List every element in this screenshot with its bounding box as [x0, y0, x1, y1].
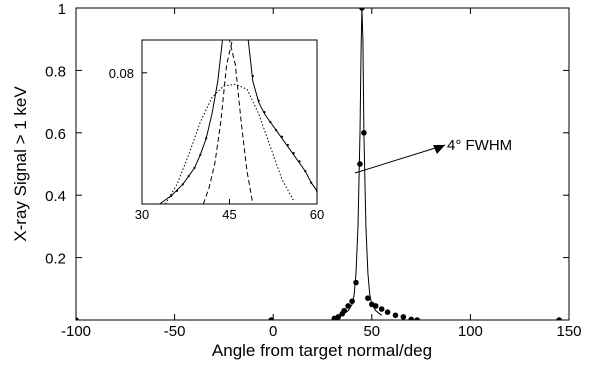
main-data-point: [400, 314, 407, 320]
main-series: [76, 8, 562, 320]
inset-ticks: 30 45 60 0.08: [109, 66, 325, 222]
inset-data-point: [181, 183, 184, 186]
inset-data-point: [263, 111, 266, 114]
inset-series-line-4: [164, 83, 295, 204]
main-x-tick-label: -100: [61, 323, 91, 340]
main-data-point: [392, 312, 399, 319]
inset-data-point: [304, 170, 307, 173]
main-y-axis-label: X-ray Signal > 1 keV: [11, 86, 30, 242]
main-data-point: [384, 309, 391, 316]
inset-data-point: [269, 120, 272, 124]
main-y-tick-label: 0.6: [45, 126, 66, 143]
inset-data-point: [170, 194, 173, 197]
inset-data-point: [286, 143, 289, 147]
inset-data-point: [257, 99, 260, 102]
fwhm-arrow-head: [433, 145, 445, 154]
inset-data-point: [310, 181, 313, 184]
fwhm-annotation: 4° FWHM: [447, 137, 512, 154]
inset-y-tick-label: 0.08: [109, 66, 134, 81]
main-data-point: [408, 316, 415, 320]
inset-data-point: [187, 175, 190, 178]
main-x-tick-label: 0: [269, 323, 277, 340]
inset-x-tick-label: 60: [310, 207, 324, 222]
inset-series-line-3: [219, 40, 254, 204]
inset-data-point: [280, 135, 284, 138]
main-y-tick-label: 0.4: [45, 188, 66, 205]
inset-data-point: [175, 189, 179, 192]
main-data-point: [76, 317, 79, 320]
main-data-point: [414, 317, 420, 320]
inset-x-tick-label: 45: [222, 207, 236, 222]
main-data-point: [372, 303, 379, 309]
main-data-point: [345, 303, 351, 309]
main-x-tick-label: 150: [556, 323, 581, 340]
inset-background: [142, 40, 317, 204]
main-y-tick-label: 0.8: [45, 63, 66, 80]
main-data-point: [378, 306, 385, 312]
inset-data-point: [298, 160, 301, 163]
main-data-point: [268, 317, 275, 320]
main-y-tick-label: 1: [58, 1, 66, 18]
inset-data-point: [275, 129, 278, 132]
main-data-point: [365, 295, 371, 301]
inset-data-point: [193, 166, 196, 170]
inset-data-point: [251, 74, 254, 78]
main-data-point: [353, 279, 359, 286]
main-ticks: -100 -50 0 50 100 150 0.2 0.4 0.6 0.8 1: [45, 1, 581, 340]
fwhm-arrow-line: [354, 144, 446, 174]
main-x-tick-label: 50: [363, 323, 380, 340]
inset-series-line-2: [202, 40, 243, 204]
main-x-axis-label: Angle from target normal/deg: [212, 341, 432, 360]
inset-x-tick-label: 30: [135, 207, 149, 222]
main-y-tick-label: 0.2: [45, 251, 66, 268]
inset-data-point: [199, 153, 202, 156]
main-x-tick-label: 100: [458, 323, 483, 340]
main-data-point: [335, 314, 342, 320]
main-x-tick-label: -50: [164, 323, 186, 340]
inset-series: [159, 40, 317, 204]
main-series-line-1: [341, 8, 383, 316]
main-data-point: [556, 317, 562, 320]
main-plot-frame: [75, 7, 570, 321]
main-data-point: [357, 161, 363, 167]
inset-data-point: [205, 137, 208, 140]
inset-data-point: [292, 152, 295, 155]
